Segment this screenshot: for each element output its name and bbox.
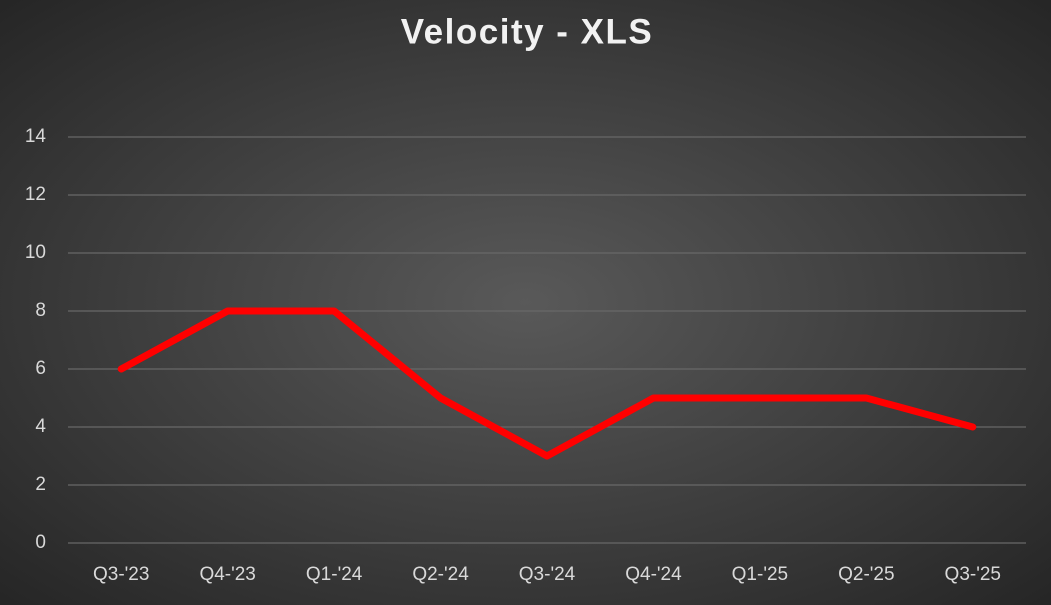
y-tick-label: 2 <box>35 474 46 495</box>
x-tick-label: Q2-'25 <box>838 564 894 585</box>
y-tick-label: 10 <box>25 242 46 263</box>
x-tick-label: Q3-'25 <box>945 564 1001 585</box>
y-tick-label: 6 <box>35 358 46 379</box>
y-tick-label: 0 <box>35 532 46 553</box>
chart-title: Velocity - XLS <box>401 12 653 51</box>
x-tick-label: Q1-'24 <box>306 564 363 585</box>
y-tick-label: 4 <box>35 416 46 437</box>
x-tick-label: Q4-'24 <box>625 564 682 585</box>
y-tick-label: 12 <box>25 184 46 205</box>
x-tick-label: Q3-'24 <box>519 564 576 585</box>
x-tick-label: Q1-'25 <box>732 564 788 585</box>
x-tick-label: Q4-'23 <box>199 564 255 585</box>
y-tick-label: 8 <box>35 300 46 321</box>
y-tick-label: 14 <box>25 126 47 147</box>
data-line <box>117 307 977 460</box>
x-tick-label: Q2-'24 <box>412 564 469 585</box>
x-tick-label: Q3-'23 <box>93 564 149 585</box>
